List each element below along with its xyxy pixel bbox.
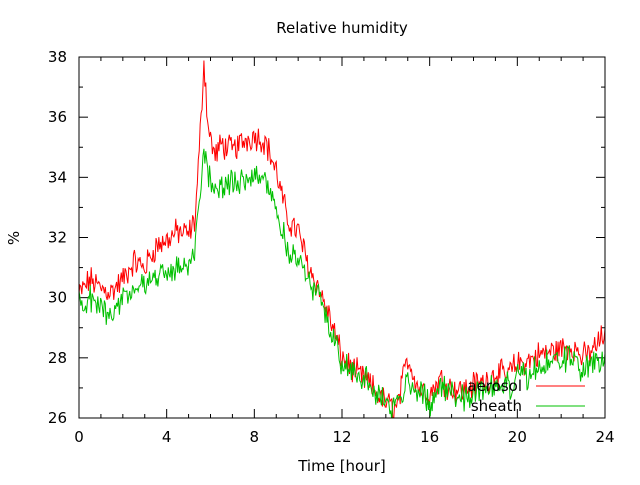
x-tick-label: 16	[420, 428, 439, 446]
x-tick-label: 12	[332, 428, 351, 446]
y-tick-label: 26	[48, 409, 67, 427]
x-tick-label: 8	[250, 428, 260, 446]
x-tick-label: 24	[595, 428, 614, 446]
legend: aerosol sheath	[467, 377, 585, 415]
y-tick-label: 32	[48, 229, 67, 247]
y-tick-label: 38	[48, 48, 67, 66]
x-tick-label: 0	[74, 428, 84, 446]
x-tick-label: 20	[508, 428, 527, 446]
y-tick-label: 34	[48, 168, 67, 186]
plot-frame	[78, 56, 606, 419]
legend-label-aerosol: aerosol	[467, 377, 522, 395]
chart-title: Relative humidity	[276, 19, 408, 37]
y-tick-label: 36	[48, 108, 67, 126]
x-tick-label: 4	[162, 428, 172, 446]
y-tick-label: 30	[48, 289, 67, 307]
y-tick-label: 28	[48, 349, 67, 367]
x-axis-label: Time [hour]	[297, 457, 386, 475]
legend-label-sheath: sheath	[471, 397, 522, 415]
y-axis-label: %	[5, 231, 23, 245]
series-line-sheath	[79, 148, 605, 418]
